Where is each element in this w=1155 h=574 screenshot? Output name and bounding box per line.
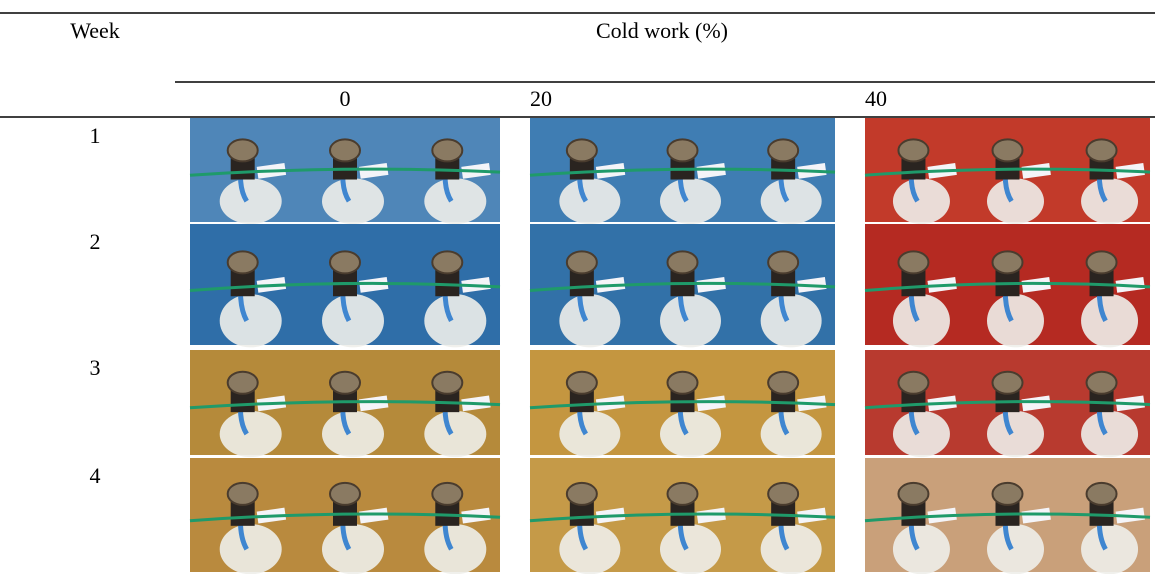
cotton	[424, 411, 486, 457]
photo	[865, 224, 1150, 347]
specimen-top	[228, 251, 258, 273]
specimen-top	[668, 139, 698, 161]
specimen-top	[993, 483, 1023, 505]
photo	[530, 118, 835, 224]
row-header: Week	[70, 18, 120, 43]
cotton	[893, 524, 950, 574]
specimen-top	[567, 139, 597, 161]
cotton	[220, 524, 282, 574]
specimen-top	[1087, 372, 1117, 394]
photo	[865, 458, 1150, 574]
cotton	[1081, 178, 1138, 224]
row-label: 2	[90, 229, 101, 254]
cotton	[987, 524, 1044, 574]
cotton	[322, 294, 384, 347]
specimen-top	[668, 372, 698, 394]
specimen-top	[993, 139, 1023, 161]
cotton	[761, 524, 822, 574]
cotton	[424, 524, 486, 574]
specimen-top	[330, 483, 360, 505]
photo	[865, 118, 1150, 224]
cotton	[559, 178, 620, 224]
cotton	[220, 178, 282, 224]
column-header: 40	[865, 86, 887, 111]
specimen-top	[228, 483, 258, 505]
specimen-top	[567, 483, 597, 505]
cotton	[220, 294, 282, 347]
cotton	[424, 294, 486, 347]
specimen-top	[330, 372, 360, 394]
specimen-top	[1087, 251, 1117, 273]
photo	[190, 224, 500, 347]
specimen-top	[1087, 139, 1117, 161]
column-header: 20	[530, 86, 552, 111]
specimen-top	[1087, 483, 1117, 505]
specimen-top	[768, 251, 798, 273]
cotton	[220, 411, 282, 457]
cotton	[1081, 411, 1138, 457]
specimen-top	[768, 483, 798, 505]
specimen-top	[993, 372, 1023, 394]
specimen-top	[898, 251, 928, 273]
specimen-top	[432, 139, 462, 161]
cotton	[660, 411, 721, 457]
cotton	[559, 524, 620, 574]
specimen-top	[898, 372, 928, 394]
cotton	[660, 294, 721, 347]
specimen-top	[768, 139, 798, 161]
specimen-top	[567, 372, 597, 394]
cotton	[761, 411, 822, 457]
cotton	[322, 411, 384, 457]
cotton	[322, 524, 384, 574]
specimen-top	[567, 251, 597, 273]
cotton	[893, 411, 950, 457]
specimen-top	[228, 372, 258, 394]
photo	[530, 350, 835, 457]
photo	[530, 224, 835, 347]
cotton	[1081, 524, 1138, 574]
specimen-top	[668, 251, 698, 273]
specimen-top	[330, 251, 360, 273]
specimen-top	[432, 251, 462, 273]
row-label: 1	[90, 123, 101, 148]
photo	[190, 458, 500, 574]
column-header: 0	[340, 86, 351, 111]
specimen-top	[330, 139, 360, 161]
cotton	[893, 294, 950, 347]
cotton	[1081, 294, 1138, 347]
specimen-top	[432, 483, 462, 505]
cotton	[987, 294, 1044, 347]
cotton	[987, 178, 1044, 224]
table: Week Cold work (%) 0 20 40 1 2 3 4	[0, 0, 1155, 574]
cotton	[660, 524, 721, 574]
photo	[530, 458, 835, 574]
cotton	[761, 178, 822, 224]
specimen-top	[668, 483, 698, 505]
specimen-top	[993, 251, 1023, 273]
specimen-top	[898, 483, 928, 505]
photo	[865, 350, 1150, 457]
group-header: Cold work (%)	[596, 18, 728, 43]
photo-grid	[190, 118, 1150, 574]
specimen-top	[898, 139, 928, 161]
cotton	[424, 178, 486, 224]
row-label: 3	[90, 355, 101, 380]
photo	[190, 118, 500, 224]
cotton	[761, 294, 822, 347]
row-label: 4	[90, 463, 101, 488]
cotton	[987, 411, 1044, 457]
cotton	[559, 411, 620, 457]
specimen-top	[768, 372, 798, 394]
cotton	[660, 178, 721, 224]
cotton	[559, 294, 620, 347]
specimen-top	[432, 372, 462, 394]
photo	[190, 350, 500, 457]
cotton	[322, 178, 384, 224]
cotton	[893, 178, 950, 224]
specimen-top	[228, 139, 258, 161]
